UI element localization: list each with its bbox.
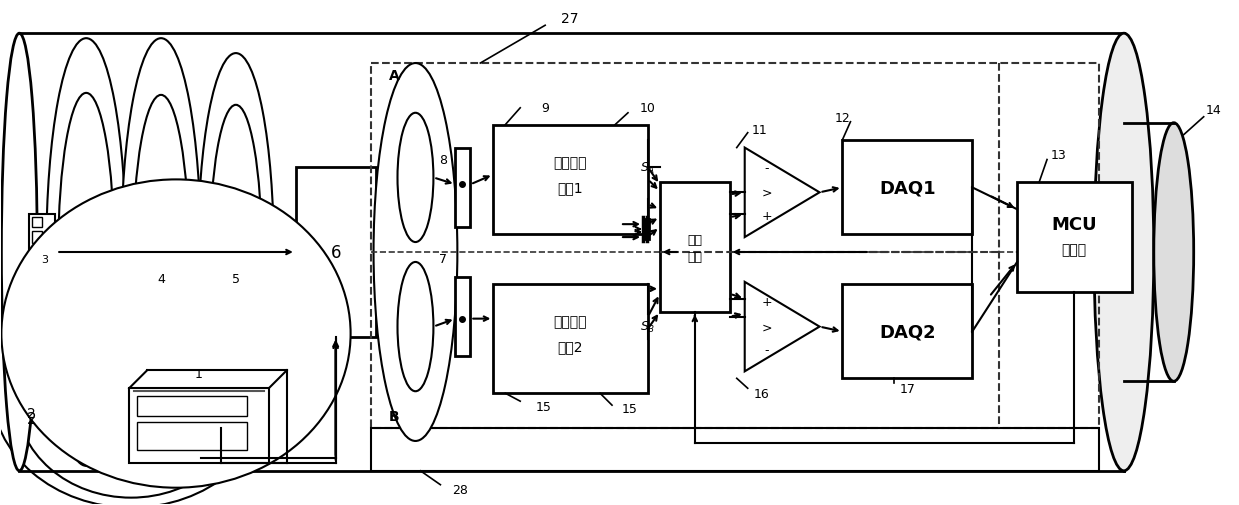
Bar	[129, 388, 269, 463]
Text: 1: 1	[195, 367, 203, 380]
Text: 2: 2	[26, 411, 36, 426]
Ellipse shape	[198, 54, 274, 451]
Bar	[296, 168, 375, 337]
Text: 10: 10	[641, 102, 655, 115]
Bar	[1017, 183, 1132, 292]
Text: 28: 28	[452, 483, 468, 496]
Ellipse shape	[1, 34, 37, 471]
Ellipse shape	[398, 263, 434, 391]
Text: +: +	[761, 209, 772, 222]
Bar	[493, 125, 648, 235]
Bar	[32, 218, 42, 228]
Text: +: +	[761, 295, 772, 309]
Text: 8: 8	[440, 154, 447, 167]
Text: 14: 14	[1206, 104, 1222, 117]
Text: 27: 27	[561, 12, 579, 26]
Bar	[843, 140, 973, 235]
Text: 15: 15	[622, 402, 638, 415]
Text: 16: 16	[753, 387, 769, 400]
Text: 3: 3	[41, 255, 48, 265]
Ellipse shape	[209, 106, 261, 399]
Ellipse shape	[1154, 123, 1193, 382]
Ellipse shape	[133, 95, 190, 410]
Text: 控制器: 控制器	[1062, 242, 1087, 257]
Ellipse shape	[121, 39, 201, 466]
Text: B: B	[389, 409, 399, 423]
Bar	[138, 396, 247, 416]
Bar	[138, 422, 247, 450]
Text: >: >	[762, 321, 772, 333]
Text: -: -	[764, 343, 769, 356]
Text: -: -	[764, 162, 769, 175]
Bar	[32, 232, 42, 243]
Text: 13: 13	[1051, 149, 1067, 162]
Text: 电路1: 电路1	[558, 181, 582, 195]
Text: 电路2: 电路2	[558, 340, 582, 354]
Text: DAQ1: DAQ1	[878, 179, 935, 197]
Text: 4: 4	[157, 273, 165, 286]
Bar	[660, 183, 730, 312]
Text: >: >	[762, 186, 772, 199]
Ellipse shape	[373, 64, 457, 441]
Text: 7: 7	[440, 253, 447, 266]
Text: 选择: 选择	[688, 251, 703, 264]
Text: 11: 11	[752, 124, 767, 137]
Text: 12: 12	[835, 112, 850, 125]
Bar	[456, 277, 471, 357]
Text: 信号调理: 信号调理	[554, 315, 587, 329]
Text: MCU: MCU	[1051, 216, 1097, 234]
Text: 2: 2	[27, 407, 36, 420]
Ellipse shape	[58, 94, 114, 411]
Text: 6: 6	[331, 243, 341, 262]
Text: $S_A$: $S_A$	[641, 161, 655, 176]
Text: $S_B$: $S_B$	[641, 319, 655, 334]
Text: 信号调理: 信号调理	[554, 156, 587, 170]
Ellipse shape	[1, 180, 351, 488]
Text: 9: 9	[541, 102, 549, 115]
Text: 信号: 信号	[688, 233, 703, 246]
Polygon shape	[745, 148, 819, 238]
Text: DAQ2: DAQ2	[878, 323, 935, 341]
Ellipse shape	[398, 114, 434, 242]
Text: 17: 17	[900, 382, 916, 395]
Bar	[30, 215, 56, 249]
Polygon shape	[745, 282, 819, 372]
Bar	[493, 284, 648, 393]
Bar	[843, 284, 973, 379]
Bar	[370, 64, 1099, 428]
Text: A: A	[389, 69, 399, 83]
Ellipse shape	[46, 39, 126, 466]
Ellipse shape	[1094, 34, 1154, 471]
Bar	[456, 148, 471, 228]
Bar	[370, 428, 1099, 471]
Text: 15: 15	[535, 400, 551, 413]
Text: 5: 5	[232, 273, 240, 286]
